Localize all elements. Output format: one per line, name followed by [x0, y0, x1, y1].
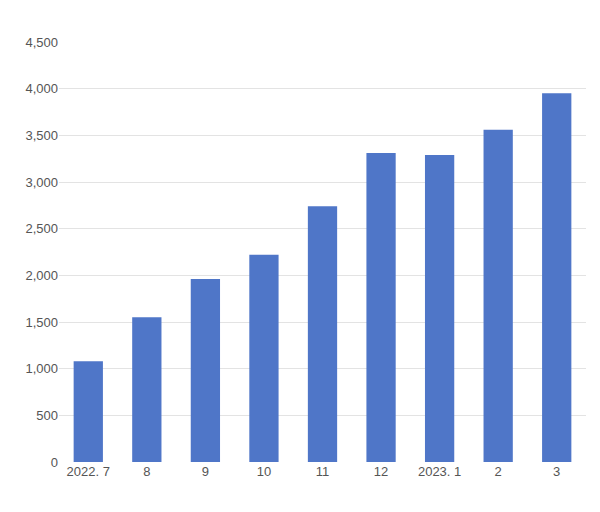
svg-text:1,500: 1,500: [25, 315, 58, 330]
svg-text:10: 10: [257, 464, 271, 479]
svg-text:0: 0: [51, 455, 58, 470]
svg-text:2: 2: [495, 464, 502, 479]
svg-text:4,500: 4,500: [25, 35, 58, 50]
svg-text:3,500: 3,500: [25, 128, 58, 143]
svg-text:3,000: 3,000: [25, 175, 58, 190]
svg-text:1,000: 1,000: [25, 361, 58, 376]
svg-text:2,000: 2,000: [25, 268, 58, 283]
svg-text:9: 9: [202, 464, 209, 479]
svg-text:3: 3: [553, 464, 560, 479]
svg-text:500: 500: [36, 408, 58, 423]
svg-text:2023. 1: 2023. 1: [418, 464, 461, 479]
svg-text:2,500: 2,500: [25, 221, 58, 236]
svg-text:4,000: 4,000: [25, 81, 58, 96]
svg-text:2022. 7: 2022. 7: [67, 464, 110, 479]
svg-text:12: 12: [374, 464, 388, 479]
svg-text:8: 8: [143, 464, 150, 479]
svg-text:11: 11: [316, 464, 330, 479]
